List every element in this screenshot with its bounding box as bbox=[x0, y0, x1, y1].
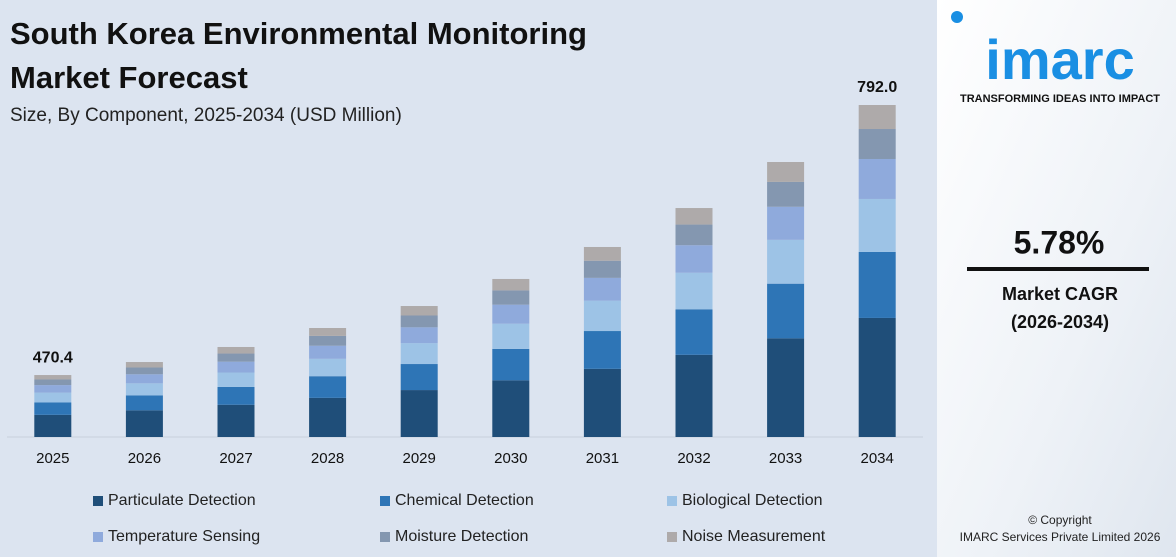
total-label: 792.0 bbox=[857, 79, 897, 96]
bar-segment bbox=[583, 368, 621, 437]
bar-segment bbox=[217, 361, 255, 373]
bar-segment bbox=[125, 410, 163, 437]
cagr-label: Market CAGR bbox=[1002, 284, 1118, 304]
cagr-value: 5.78% bbox=[1014, 224, 1105, 260]
bar-segment bbox=[400, 343, 438, 365]
company: IMARC Services Private Limited 2026 bbox=[960, 530, 1161, 544]
bar-segment bbox=[858, 251, 896, 318]
legend-label: Noise Measurement bbox=[682, 528, 826, 545]
bar-segment bbox=[583, 246, 621, 261]
bar-segment bbox=[583, 260, 621, 278]
chart-subtitle: Size, By Component, 2025-2034 (USD Milli… bbox=[10, 105, 402, 126]
bar-segment bbox=[858, 198, 896, 252]
x-tick-label: 2029 bbox=[403, 450, 436, 467]
x-tick-label: 2028 bbox=[311, 450, 344, 467]
bar-segment bbox=[217, 386, 255, 405]
bar-segment bbox=[34, 392, 72, 403]
bar-segment bbox=[583, 277, 621, 301]
legend-swatch bbox=[667, 532, 677, 542]
legend-label: Chemical Detection bbox=[395, 492, 534, 509]
legend-swatch bbox=[380, 496, 390, 506]
bar-segment bbox=[34, 379, 72, 386]
x-tick-label: 2031 bbox=[586, 450, 619, 467]
bar-segment bbox=[400, 315, 438, 328]
bar-segment bbox=[492, 323, 530, 349]
x-tick-label: 2034 bbox=[861, 450, 894, 467]
bar-segment bbox=[767, 283, 805, 339]
total-label: 470.4 bbox=[33, 349, 73, 366]
bar-segment bbox=[34, 414, 72, 437]
cagr-period: (2026-2034) bbox=[1011, 312, 1109, 332]
bar-segment bbox=[858, 105, 896, 130]
bar-segment bbox=[492, 278, 530, 291]
bar-segment bbox=[217, 346, 255, 354]
bar-segment bbox=[767, 239, 805, 284]
x-tick-label: 2027 bbox=[219, 450, 252, 467]
bar-segment bbox=[675, 309, 713, 355]
bar-segment bbox=[858, 129, 896, 159]
x-tick-label: 2033 bbox=[769, 450, 802, 467]
x-tick-label: 2032 bbox=[677, 450, 710, 467]
legend-label: Particulate Detection bbox=[108, 492, 256, 509]
divider bbox=[967, 267, 1149, 271]
bar-segment bbox=[583, 331, 621, 369]
bar-segment bbox=[217, 353, 255, 362]
x-tick-label: 2030 bbox=[494, 450, 527, 467]
bar-segment bbox=[675, 245, 713, 273]
bar-segment bbox=[675, 272, 713, 310]
sidebar-background bbox=[937, 0, 1176, 557]
x-tick-label: 2025 bbox=[36, 450, 69, 467]
bar-segment bbox=[767, 162, 805, 182]
bar-segment bbox=[34, 385, 72, 393]
bar-segment bbox=[125, 374, 163, 384]
bar-segment bbox=[217, 404, 255, 437]
bar-segment bbox=[125, 383, 163, 396]
bar-segment bbox=[583, 300, 621, 332]
legend-swatch bbox=[667, 496, 677, 506]
bar-segment bbox=[767, 206, 805, 240]
tagline: TRANSFORMING IDEAS INTO IMPACT bbox=[960, 93, 1160, 105]
legend-swatch bbox=[380, 532, 390, 542]
bar-segment bbox=[400, 364, 438, 391]
bar-segment bbox=[309, 345, 347, 359]
logo-dot bbox=[951, 11, 963, 23]
bar-segment bbox=[675, 354, 713, 437]
legend-label: Temperature Sensing bbox=[108, 528, 260, 545]
legend-label: Biological Detection bbox=[682, 492, 823, 509]
bar-segment bbox=[767, 181, 805, 207]
bar-segment bbox=[125, 362, 163, 368]
bar-segment bbox=[400, 390, 438, 437]
bar-segment bbox=[217, 372, 255, 387]
bar-segment bbox=[675, 208, 713, 225]
legend-label: Moisture Detection bbox=[395, 528, 528, 545]
bar-segment bbox=[309, 358, 347, 377]
bar-segment bbox=[400, 306, 438, 316]
x-tick-label: 2026 bbox=[128, 450, 161, 467]
bar-segment bbox=[309, 335, 347, 346]
bar-segment bbox=[34, 402, 72, 415]
legend-swatch bbox=[93, 532, 103, 542]
bar-segment bbox=[492, 304, 530, 324]
bar-segment bbox=[309, 328, 347, 336]
legend-swatch bbox=[93, 496, 103, 506]
bar-segment bbox=[34, 375, 72, 380]
bar-segment bbox=[125, 395, 163, 411]
bar-segment bbox=[858, 158, 896, 199]
bar-segment bbox=[858, 317, 896, 437]
bar-segment bbox=[675, 224, 713, 246]
bar-segment bbox=[309, 376, 347, 398]
copyright: © Copyright bbox=[1028, 513, 1092, 527]
bar-segment bbox=[492, 380, 530, 437]
chart-title: South Korea Environmental Monitoring Mark… bbox=[10, 16, 587, 95]
bar-segment bbox=[400, 327, 438, 344]
bar-segment bbox=[309, 397, 347, 437]
bar-segment bbox=[492, 290, 530, 305]
bar-segment bbox=[125, 367, 163, 375]
logo: imarc bbox=[985, 28, 1134, 91]
bar-segment bbox=[767, 338, 805, 437]
bar-segment bbox=[492, 348, 530, 381]
